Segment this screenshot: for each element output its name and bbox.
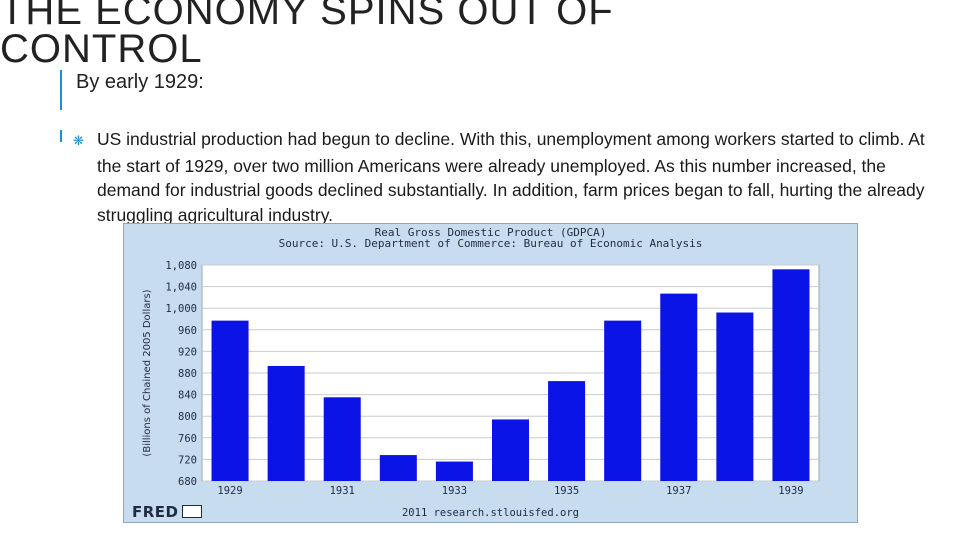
x-tick-label: 1937	[666, 485, 691, 497]
fred-brand: FRED	[132, 502, 179, 521]
y-tick-label: 1,000	[165, 303, 197, 315]
bar-1938	[716, 312, 754, 481]
chart-title: Real Gross Domestic Product (GDPCA)	[374, 226, 607, 239]
bar-1939	[772, 269, 810, 481]
fred-logo: FRED	[132, 502, 202, 521]
x-tick-label: 1939	[778, 485, 803, 497]
bar-1934	[491, 419, 530, 481]
y-tick-label: 960	[178, 325, 197, 337]
chart-subtitle: Source: U.S. Department of Commerce: Bur…	[278, 237, 703, 250]
x-tick-label: 1929	[217, 485, 242, 497]
y-tick-label: 880	[178, 368, 197, 380]
chart-plot: 680 720 760 800 840 880 920 960 1,000 1,040 1,080 (…	[142, 260, 820, 497]
bar-1930	[267, 365, 305, 481]
y-tick-label: 680	[178, 476, 197, 488]
y-tick-label: 1,040	[165, 282, 197, 294]
y-axis-label: (Billions of Chained 2005 Dollars)	[142, 289, 153, 456]
slide-subhead: By early 1929:	[76, 71, 204, 93]
bar-1931	[323, 397, 361, 481]
bullet-item: ❋ US industrial production had begun to d…	[73, 127, 935, 227]
bar-1937	[660, 293, 698, 481]
x-tick-label: 1935	[554, 485, 579, 497]
bullet-list: ❋ US industrial production had begun to d…	[73, 127, 935, 227]
x-tick-label: 1931	[330, 485, 355, 497]
y-tick-label: 1,080	[165, 260, 197, 272]
accent-bar	[60, 70, 62, 110]
bar-1933	[435, 461, 473, 481]
y-tick-label: 800	[178, 411, 197, 423]
bar-1929	[211, 320, 249, 481]
y-tick-label: 920	[178, 346, 197, 358]
bullet-text: US industrial production had begun to de…	[97, 129, 925, 225]
fred-chart-icon	[181, 505, 202, 518]
slide-title: THE ECONOMY SPINS OUT OF CONTROL	[0, 0, 614, 71]
bar-1936	[604, 320, 642, 481]
y-tick-label: 720	[178, 454, 197, 466]
asterisk-icon: ❋	[73, 133, 84, 148]
x-tick-label: 1933	[442, 485, 467, 497]
chart-footer: 2011 research.stlouisfed.org	[401, 507, 579, 519]
accent-bar-lower	[60, 130, 62, 142]
bar-1935	[548, 381, 586, 481]
gdp-chart: Real Gross Domestic Product (GDPCA) Sour…	[123, 223, 858, 523]
y-tick-label: 840	[178, 390, 197, 402]
bar-1932	[379, 455, 417, 481]
y-tick-label: 760	[178, 433, 197, 445]
